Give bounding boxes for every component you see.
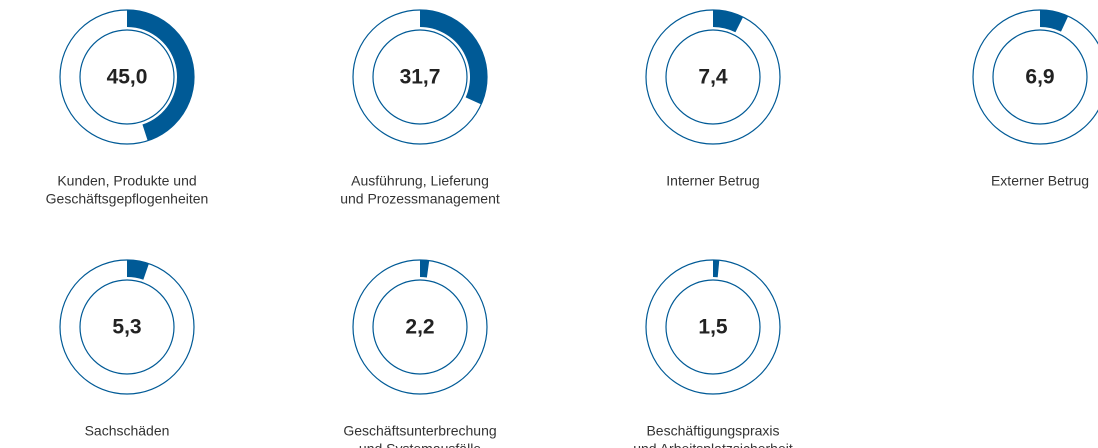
value-label: 1,5 bbox=[698, 316, 728, 339]
inner-ring bbox=[79, 279, 175, 375]
inner-ring bbox=[665, 29, 761, 125]
donut-segment bbox=[127, 10, 194, 141]
inner-ring bbox=[372, 279, 468, 375]
category-label: Externer Betrug bbox=[991, 173, 1089, 189]
category-label: und Prozessmanagement bbox=[340, 191, 500, 207]
donut-segment bbox=[713, 260, 720, 278]
inner-ring bbox=[992, 29, 1088, 125]
value-label: 6,9 bbox=[1025, 66, 1054, 89]
value-label: 5,3 bbox=[112, 316, 141, 339]
category-label: Interner Betrug bbox=[666, 173, 759, 189]
category-label: Geschäftsunterbrechung bbox=[343, 423, 496, 439]
category-label: Kunden, Produkte und bbox=[57, 173, 196, 189]
donut-segment bbox=[713, 10, 744, 33]
value-label: 7,4 bbox=[698, 66, 728, 89]
category-label: Beschäftigungspraxis bbox=[646, 423, 779, 439]
donut-segment bbox=[1040, 10, 1069, 32]
value-label: 45,0 bbox=[107, 66, 148, 89]
inner-ring bbox=[79, 29, 175, 125]
inner-ring bbox=[372, 29, 468, 125]
category-label: und Systemausfälle bbox=[359, 441, 481, 448]
category-label: Sachschäden bbox=[85, 423, 170, 439]
inner-ring bbox=[665, 279, 761, 375]
value-label: 2,2 bbox=[405, 316, 434, 339]
donut-segment bbox=[420, 260, 430, 278]
category-label: Geschäftsgepflogenheiten bbox=[46, 191, 209, 207]
category-label: Ausführung, Lieferung bbox=[351, 173, 489, 189]
donut-segment bbox=[420, 10, 487, 105]
donut-segment bbox=[127, 260, 149, 280]
value-label: 31,7 bbox=[400, 66, 441, 89]
category-label: und Arbeitsplatzsicherheit bbox=[633, 441, 793, 448]
